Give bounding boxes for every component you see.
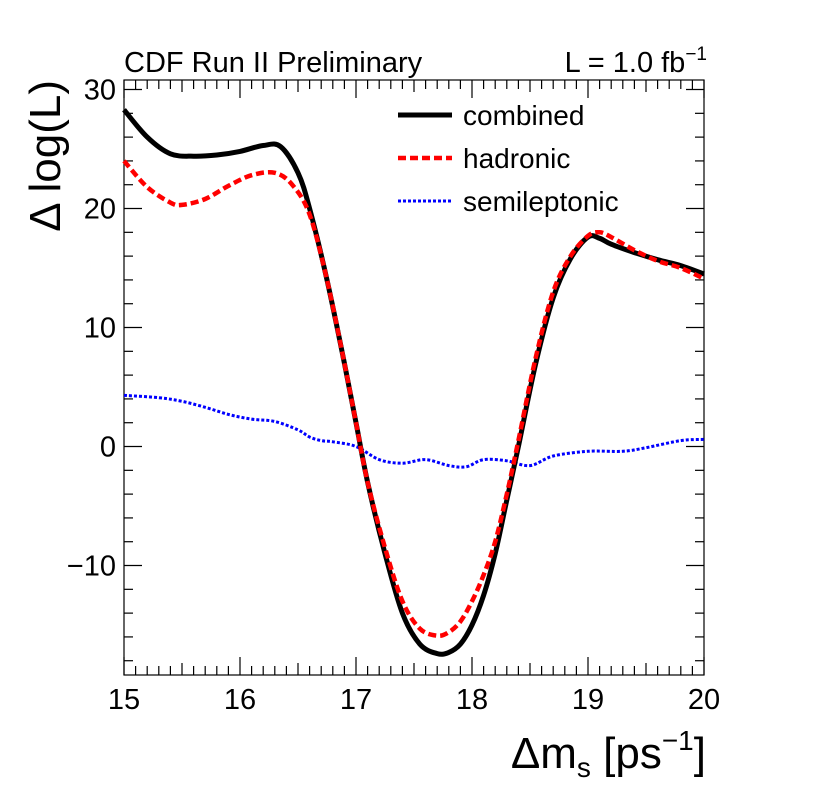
x-axis-label-close: ] — [694, 729, 706, 778]
x-tick-label: 16 — [224, 684, 256, 716]
x-axis-label-exponent: −1 — [662, 725, 694, 756]
x-tick-label: 17 — [340, 684, 372, 716]
x-tick-label: 15 — [108, 684, 140, 716]
y-tick-label: 0 — [100, 432, 116, 464]
y-tick-label: 20 — [84, 194, 116, 226]
luminosity-exponent: −1 — [685, 44, 707, 65]
y-tick-label: 10 — [84, 313, 116, 345]
x-tick-label: 20 — [688, 684, 720, 716]
header-left-text: CDF Run II Preliminary — [124, 47, 423, 79]
legend-label-semileptonic: semileptonic — [463, 186, 619, 217]
legend: combined hadronic semileptonic — [398, 100, 619, 217]
plot-frame — [123, 79, 705, 676]
y-axis-label: Δ log(L) — [21, 80, 70, 232]
x-axis-label-subscript: s — [577, 752, 591, 783]
x-axis-ticks: 15 16 17 18 19 20 — [108, 80, 720, 716]
y-tick-label: 30 — [84, 75, 116, 107]
x-axis-label-unit: [ps — [591, 729, 662, 778]
x-tick-label: 18 — [456, 684, 488, 716]
legend-label-hadronic: hadronic — [463, 143, 570, 174]
x-axis-label-main: Δm — [511, 729, 577, 778]
luminosity-label: L = 1.0 fb−1 — [565, 44, 707, 79]
x-tick-label: 19 — [572, 684, 604, 716]
series-layer — [122, 108, 705, 657]
series-semileptonic-line — [123, 393, 705, 469]
series-hadronic-line — [122, 159, 705, 639]
x-axis-label: Δms [ps−1] — [511, 725, 706, 783]
luminosity-text: L = 1.0 fb — [565, 47, 686, 79]
y-tick-label: −10 — [67, 551, 116, 583]
legend-label-combined: combined — [463, 100, 584, 131]
y-axis-ticks: −10 0 10 20 30 — [67, 75, 704, 662]
